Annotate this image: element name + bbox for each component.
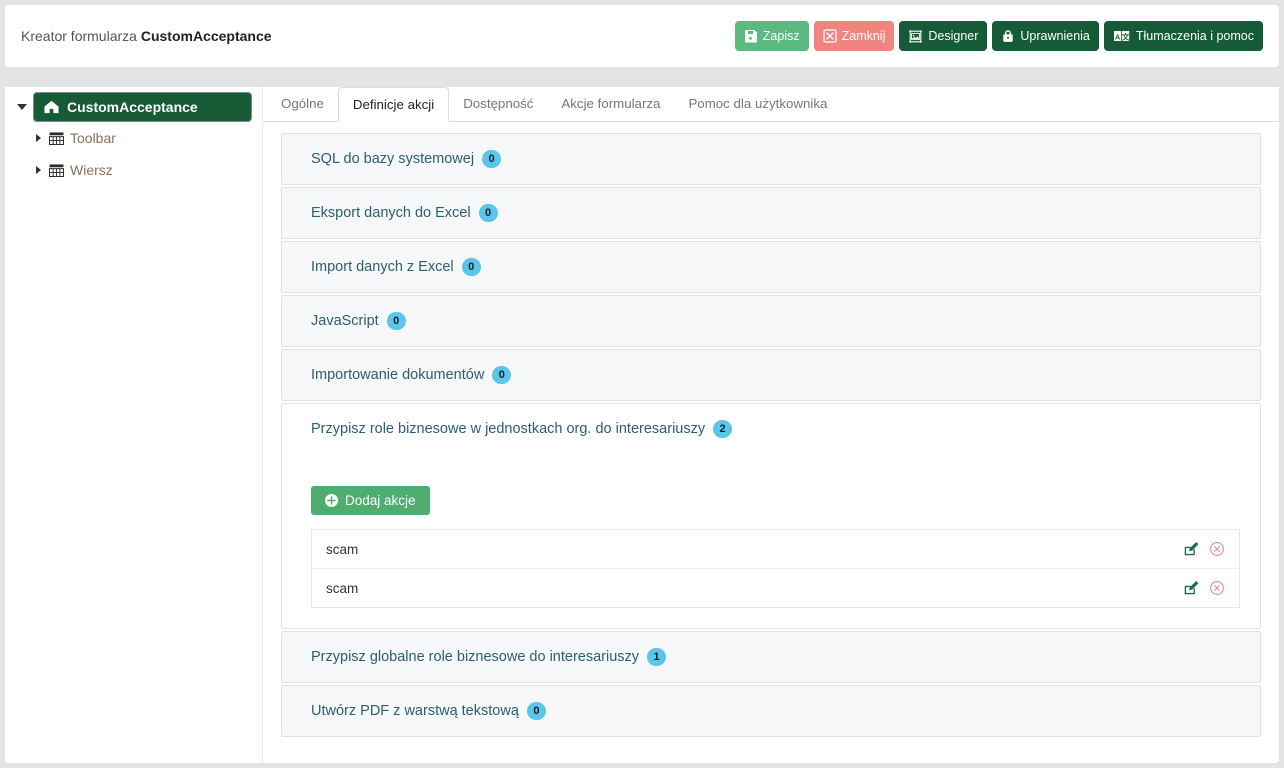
svg-text:文: 文 bbox=[1122, 31, 1130, 41]
svg-text:A: A bbox=[1115, 32, 1121, 41]
